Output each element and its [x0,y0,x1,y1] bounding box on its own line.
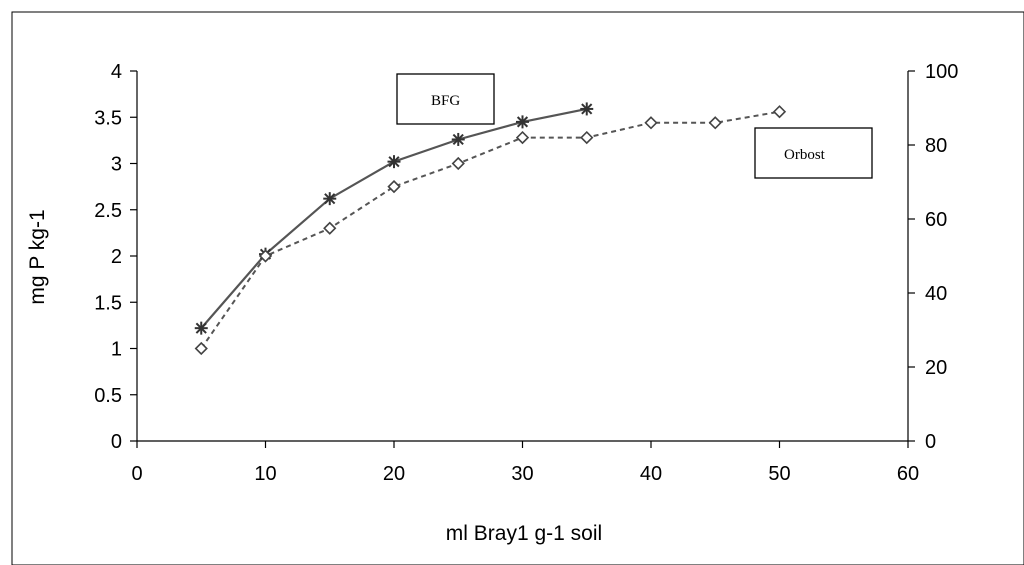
y-tick-label: 4 [111,61,122,83]
y2-tick-label: 0 [925,431,936,453]
bfg-data-point [323,192,337,206]
y-tick-label: 3.5 [94,107,122,129]
x-axis-title: ml Bray1 g-1 soil [446,522,602,545]
orbost-data-point [515,130,530,145]
bfg-data-point [387,155,401,169]
x-tick-label: 60 [897,463,919,485]
orbost-data-point [387,179,401,194]
series-labels: BFG Orbost [396,73,873,179]
bfg-data-point [451,132,465,146]
y2-tick-label: 100 [925,61,958,83]
chart-frame [11,11,1024,565]
orbost-data-point [323,221,337,235]
orbost-series-line [200,110,780,350]
orbost-data-point [258,249,273,263]
orbost-data-point [580,130,594,145]
y-tick-label: 2.5 [94,200,122,222]
x-tick-label: 30 [511,463,533,485]
series-group [194,102,787,356]
orbost-label: Orbost [784,147,826,163]
y-tick-label: 0.5 [94,385,122,407]
x-tick-label: 50 [768,463,790,485]
y2-tick-label: 60 [925,209,947,231]
y-tick-label: 1.5 [94,292,122,314]
y2-tick-label: 40 [925,283,947,305]
y-tick-label: 1 [111,339,122,361]
y-axis-title: mg P kg-1 [26,209,49,304]
y2-tick-label: 80 [925,135,947,157]
x-tick-label: 40 [640,463,662,485]
x-tick-label: 0 [131,463,142,485]
orbost-data-point [772,105,787,119]
orbost-data-point [194,341,208,356]
y-tick-label: 2 [111,246,122,268]
y2-tick-label: 20 [925,357,947,379]
bfg-label: BFG [431,93,460,109]
bfg-data-point [516,115,529,129]
orbost-data-point [708,116,722,130]
x-tick-label: 20 [383,463,405,485]
bfg-data-point [580,102,594,116]
bfg-data-point [194,321,208,335]
x-tick-label: 10 [254,463,276,485]
orbost-data-point [451,156,465,171]
orbost-data-point [644,116,658,130]
y-tick-label: 0 [111,431,122,453]
y-tick-label: 3 [111,154,122,176]
bfg-series-line [200,107,588,329]
orbost-label-box [754,127,873,179]
bfg-label-box [396,73,495,125]
